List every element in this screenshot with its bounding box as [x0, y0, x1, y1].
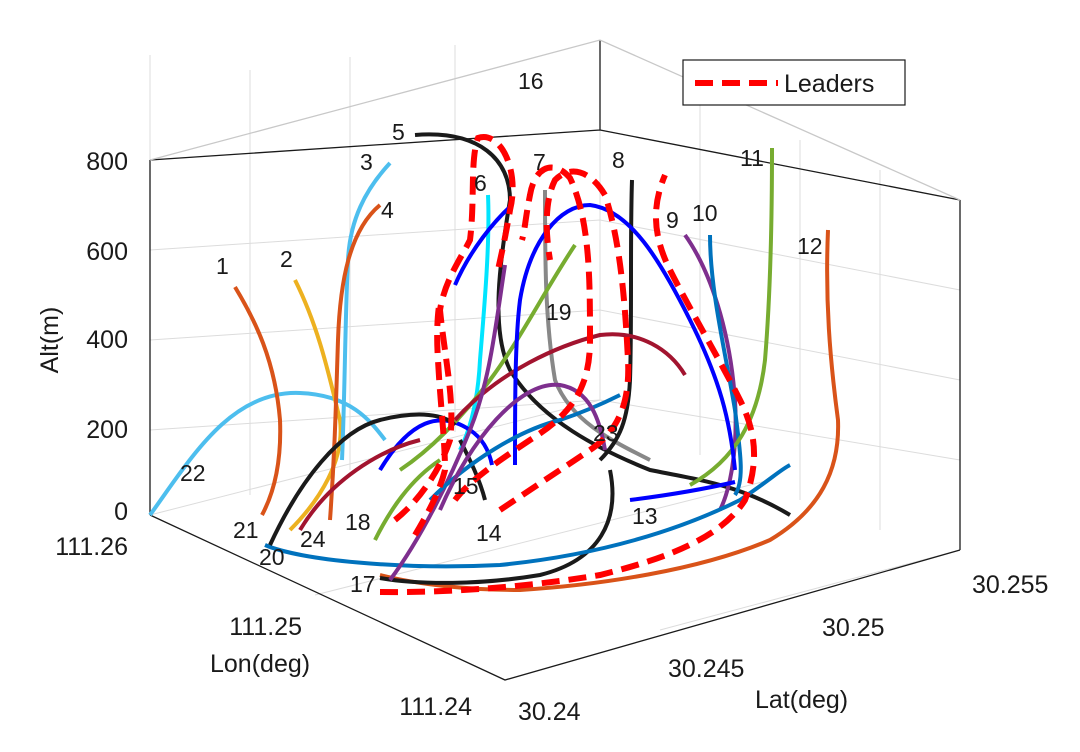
trajectory-1 — [233, 285, 283, 516]
y-tick-label: 111.26 — [55, 533, 128, 561]
trajectory-label: 1 — [216, 253, 229, 279]
leader-trajectory-1 — [379, 173, 757, 596]
trajectory-22 — [148, 390, 387, 517]
trajectory-18 — [373, 458, 442, 541]
trajectories — [148, 132, 841, 593]
trajectory-label: 7 — [533, 149, 546, 175]
trajectory-label: 13 — [632, 503, 658, 529]
trajectory-label: 23 — [593, 420, 619, 446]
trajectory-label: 19 — [546, 299, 572, 325]
trajectory-20 — [264, 463, 791, 569]
trajectory-label: 5 — [392, 119, 405, 145]
trajectory-blue-b — [513, 202, 737, 471]
trajectory-label: 14 — [476, 520, 502, 546]
leader-trajectories — [379, 134, 757, 596]
trajectory-11 — [689, 147, 774, 487]
trajectory-label: 6 — [474, 170, 487, 196]
z-tick-label: 200 — [86, 416, 128, 444]
z-tick-label: 800 — [86, 148, 128, 176]
trajectory-label: 24 — [300, 526, 326, 552]
x-axis-label: Lat(deg) — [755, 686, 848, 714]
x-tick-label: 30.24 — [518, 698, 581, 726]
trajectory-2 — [288, 279, 343, 532]
axes-box — [149, 39, 961, 681]
trajectory-label: 17 — [350, 571, 376, 597]
trajectory-blue-c — [453, 203, 514, 286]
trajectory-24 — [298, 438, 421, 532]
trajectory-5 — [414, 132, 792, 517]
leader-trajectory-4 — [498, 168, 632, 513]
y-axis-label: Lon(deg) — [210, 650, 310, 678]
trajectory-label: 22 — [180, 460, 206, 486]
x-tick-label: 30.25 — [822, 614, 885, 642]
trajectory-3 — [340, 161, 392, 461]
legend: Leaders — [682, 59, 906, 106]
trajectory-label: 20 — [259, 544, 285, 570]
z-tick-label: 0 — [114, 498, 128, 526]
z-axis-label: Alt(m) — [36, 307, 64, 374]
trajectory-6 — [458, 194, 491, 451]
trajectory-label: 12 — [797, 233, 823, 259]
y-tick-label: 111.24 — [399, 693, 472, 721]
trajectory-10 — [708, 234, 743, 497]
trajectory-label: 3 — [360, 149, 373, 175]
x-tick-label: 30.245 — [668, 655, 744, 683]
trajectory-label: 2 — [280, 246, 293, 272]
trajectory-13 — [629, 480, 736, 502]
trajectory-label: 8 — [612, 147, 625, 173]
trajectory-23 — [453, 332, 687, 422]
trajectory-label: 16 — [518, 68, 544, 94]
trajectory-4 — [328, 203, 382, 521]
trajectory-purple-b — [388, 264, 507, 582]
trajectory-label: 9 — [666, 207, 679, 233]
trajectory-label: 10 — [692, 200, 718, 226]
z-axis: 800 600 400 200 0 Alt(m) — [36, 148, 128, 526]
y-axis: 111.26 111.25 111.24 Lon(deg) — [55, 533, 472, 721]
trajectory-21 — [268, 412, 457, 546]
z-tick-label: 600 — [86, 238, 128, 266]
box-top — [149, 39, 961, 201]
leader-trajectory-2 — [452, 164, 594, 502]
trajectory-label: 18 — [345, 509, 371, 535]
legend-box — [682, 59, 906, 106]
x-tick-label: 30.255 — [972, 571, 1048, 599]
trajectory-label: 11 — [740, 145, 764, 171]
leader-trajectory-5 — [412, 299, 449, 537]
trajectory-17 — [379, 469, 615, 585]
trajectory-label: 15 — [453, 473, 479, 499]
trajectory-label: 21 — [233, 517, 259, 543]
leader-trajectory-3 — [393, 134, 516, 523]
trajectory-labels: 1 2 3 4 5 6 7 8 9 10 11 12 13 14 15 16 1… — [180, 68, 823, 597]
z-tick-label: 400 — [86, 326, 128, 354]
trajectory-purple-c — [438, 382, 607, 511]
y-tick-label: 111.25 — [229, 613, 302, 641]
trajectory-label: 4 — [381, 197, 394, 223]
x-axis: 30.24 30.245 30.25 30.255 Lat(deg) — [518, 571, 1048, 726]
legend-label-leaders: Leaders — [784, 70, 874, 98]
trajectory-7 — [543, 189, 651, 462]
trajectory-19 — [398, 243, 577, 472]
